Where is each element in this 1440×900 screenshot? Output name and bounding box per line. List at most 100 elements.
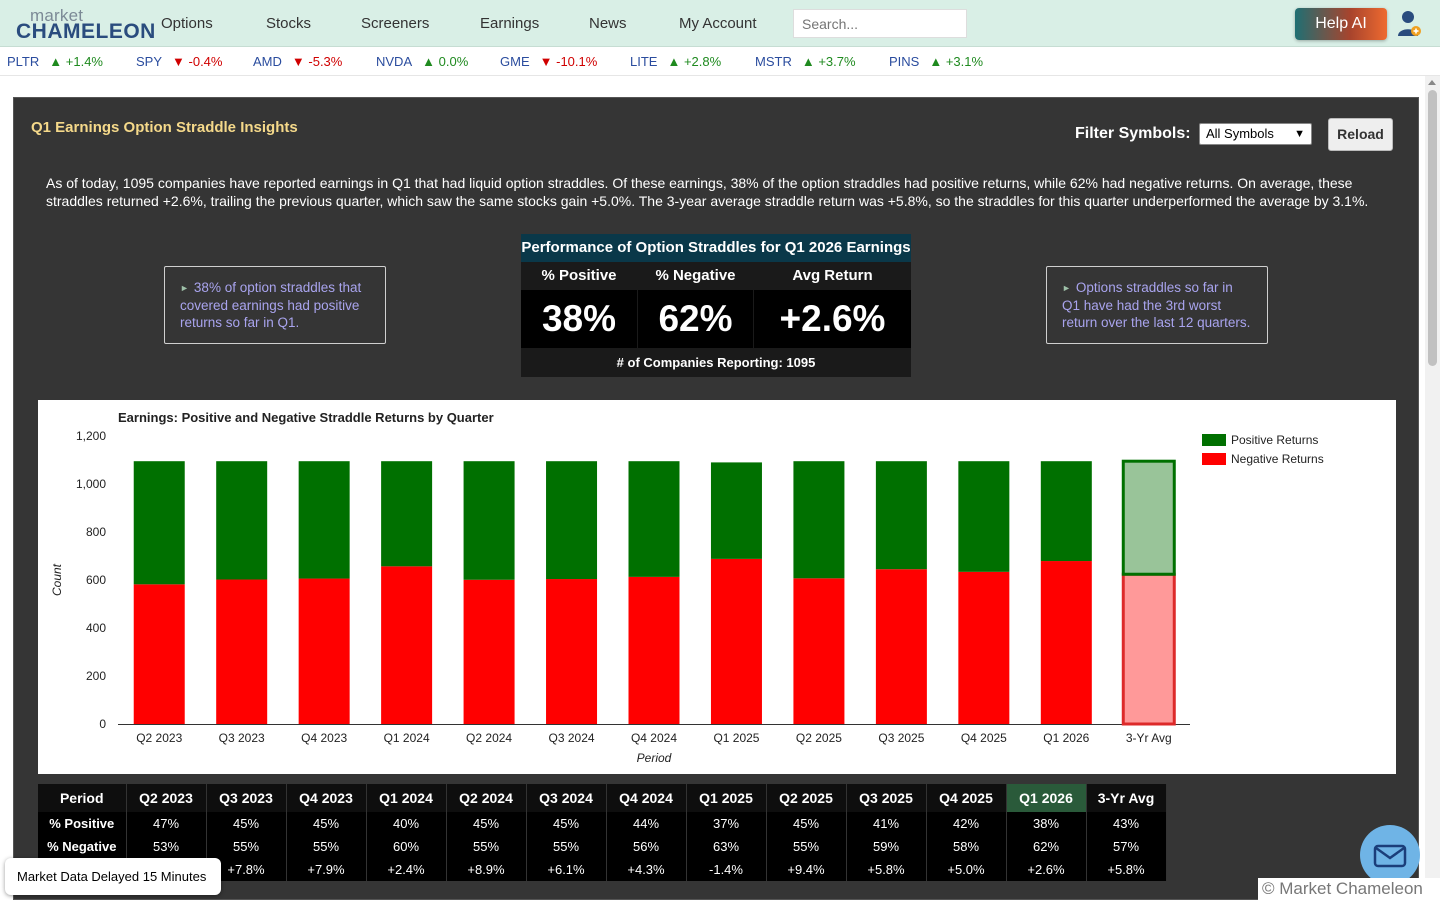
bar-negative bbox=[546, 579, 598, 724]
bar-negative bbox=[793, 578, 845, 724]
scrollbar-thumb[interactable] bbox=[1428, 90, 1437, 366]
nav-my-account[interactable]: My Account bbox=[679, 15, 757, 32]
help-ai-button[interactable]: Help AI bbox=[1295, 8, 1387, 40]
table-header-cell: 3-Yr Avg bbox=[1086, 784, 1167, 812]
table-row: % Negative 53% 55% 55% 60% 55% 55% 56% 63% 55% 59%… bbox=[38, 835, 1167, 858]
table-cell: +2.6% bbox=[1006, 858, 1087, 881]
ticker-item[interactable]: SPY ▼ -0.4% bbox=[136, 54, 222, 69]
table-cell: 47% bbox=[126, 812, 207, 835]
table-cell: +8.9% bbox=[446, 858, 527, 881]
straddle-chart: Earnings: Positive and Negative Straddle… bbox=[38, 400, 1396, 774]
table-header-cell: Q1 2025 bbox=[686, 784, 767, 812]
table-cell: 62% bbox=[1006, 835, 1087, 858]
reload-button[interactable]: Reload bbox=[1328, 118, 1393, 151]
ticker-symbol: GME bbox=[500, 54, 530, 69]
chart-title: Earnings: Positive and Negative Straddle… bbox=[118, 410, 494, 425]
bar-negative bbox=[463, 579, 515, 724]
x-tick-label: Q4 2025 bbox=[961, 731, 1007, 745]
ticker-item[interactable]: GME ▼ -10.1% bbox=[500, 54, 597, 69]
companies-reporting: # of Companies Reporting: 1095 bbox=[616, 355, 816, 370]
scroll-up-icon[interactable] bbox=[1428, 80, 1436, 85]
ticker-change: -5.3% bbox=[308, 54, 343, 69]
table-cell: 45% bbox=[206, 812, 287, 835]
ticker-change: +1.4% bbox=[65, 54, 103, 69]
nav-news[interactable]: News bbox=[589, 15, 627, 32]
user-account-icon[interactable] bbox=[1397, 9, 1421, 39]
mail-icon bbox=[1373, 844, 1407, 868]
table-cell: +5.0% bbox=[926, 858, 1007, 881]
table-header-cell: Q2 2023 bbox=[126, 784, 207, 812]
insight-right-text: Options straddles so far in Q1 have had … bbox=[1062, 280, 1251, 330]
bar-negative bbox=[133, 584, 185, 724]
ticker-item[interactable]: MSTR ▲ +3.7% bbox=[755, 54, 856, 69]
x-tick-label: Q3 2023 bbox=[219, 731, 265, 745]
filter-symbols-select[interactable]: All Symbols ▼ bbox=[1199, 123, 1312, 145]
ticker-item[interactable]: PINS ▲ +3.1% bbox=[889, 54, 983, 69]
contact-button[interactable] bbox=[1360, 825, 1420, 885]
ticker-item[interactable]: NVDA ▲ 0.0% bbox=[376, 54, 468, 69]
site-logo[interactable]: market CHAMELEON bbox=[16, 6, 155, 43]
table-cell: % Negative bbox=[38, 835, 127, 858]
table-cell: 45% bbox=[446, 812, 527, 835]
copyright-text: © Market Chameleon bbox=[1258, 878, 1440, 900]
table-cell: 55% bbox=[766, 835, 847, 858]
table-cell: 57% bbox=[1086, 835, 1167, 858]
ticker-item[interactable]: LITE ▲ +2.8% bbox=[630, 54, 721, 69]
table-cell: 55% bbox=[446, 835, 527, 858]
table-cell: +4.3% bbox=[606, 858, 687, 881]
table-cell: 63% bbox=[686, 835, 767, 858]
search-input[interactable] bbox=[793, 9, 967, 38]
y-tick-label: 1,200 bbox=[76, 429, 106, 443]
x-tick-label: Q2 2025 bbox=[796, 731, 842, 745]
nav-earnings[interactable]: Earnings bbox=[480, 15, 540, 32]
ticker-item[interactable]: PLTR ▲ +1.4% bbox=[7, 54, 103, 69]
table-cell: +6.1% bbox=[526, 858, 607, 881]
bar-negative bbox=[1040, 561, 1092, 724]
table-header-cell: Period bbox=[38, 784, 127, 812]
ticker-change: +3.7% bbox=[818, 54, 856, 69]
y-axis-label: Count bbox=[50, 563, 64, 596]
bar-negative bbox=[628, 576, 680, 724]
arrow-down-icon: ▼ bbox=[539, 54, 553, 69]
table-header-cell: Q3 2023 bbox=[206, 784, 287, 812]
filter-symbols-label: Filter Symbols: bbox=[1075, 125, 1191, 142]
nav-screeners[interactable]: Screeners bbox=[361, 15, 430, 32]
table-cell: 40% bbox=[366, 812, 447, 835]
bar-positive bbox=[298, 461, 350, 579]
summary-text: As of today, 1095 companies have reporte… bbox=[46, 175, 1369, 209]
ticker-symbol: AMD bbox=[253, 54, 282, 69]
bar-positive bbox=[216, 461, 268, 580]
bar-positive bbox=[793, 461, 845, 579]
legend-label-positive: Positive Returns bbox=[1231, 433, 1318, 447]
table-row: % Positive 47% 45% 45% 40% 45% 45% 44% 37% 45% 41%… bbox=[38, 812, 1167, 835]
table-cell: +5.8% bbox=[1086, 858, 1167, 881]
nav-stocks[interactable]: Stocks bbox=[266, 15, 312, 32]
x-tick-label: Q1 2025 bbox=[713, 731, 759, 745]
x-tick-label: 3-Yr Avg bbox=[1126, 731, 1172, 745]
x-tick-label: Q2 2024 bbox=[466, 731, 512, 745]
table-cell: 56% bbox=[606, 835, 687, 858]
straddle-data-table: Period Q2 2023 Q3 2023 Q4 2023 Q1 2024 Q2 202… bbox=[38, 784, 1167, 881]
logo-text-top: market bbox=[30, 6, 84, 25]
bar-positive bbox=[1121, 459, 1176, 576]
y-tick-label: 0 bbox=[99, 717, 106, 731]
bar-positive bbox=[546, 461, 598, 580]
nav-options[interactable]: Options bbox=[161, 15, 213, 32]
logo-text-bottom: CHAMELEON bbox=[16, 20, 156, 43]
table-header-cell: Q4 2023 bbox=[286, 784, 367, 812]
table-header-cell: Q4 2024 bbox=[606, 784, 687, 812]
y-tick-label: 200 bbox=[86, 669, 106, 683]
ticker-item[interactable]: AMD ▼ -5.3% bbox=[253, 54, 342, 69]
page-scrollbar[interactable] bbox=[1425, 76, 1440, 900]
table-header-cell: Q1 2024 bbox=[366, 784, 447, 812]
legend-label-negative: Negative Returns bbox=[1231, 452, 1324, 466]
ticker-change: -10.1% bbox=[556, 54, 598, 69]
table-header-row: Period Q2 2023 Q3 2023 Q4 2023 Q1 2024 Q2 202… bbox=[38, 784, 1167, 812]
bar-negative bbox=[381, 566, 433, 724]
x-tick-label: Q1 2026 bbox=[1043, 731, 1089, 745]
x-tick-label: Q1 2024 bbox=[384, 731, 430, 745]
x-tick-label: Q4 2024 bbox=[631, 731, 677, 745]
table-cell: % Positive bbox=[38, 812, 127, 835]
ticker-symbol: SPY bbox=[136, 54, 163, 69]
table-cell: 44% bbox=[606, 812, 687, 835]
